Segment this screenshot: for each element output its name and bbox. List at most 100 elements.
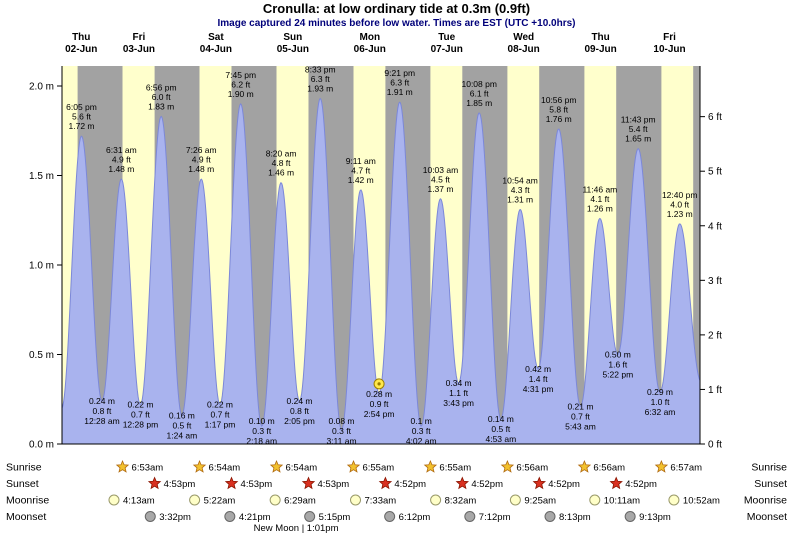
y-right-label: 4 ft [708,221,722,232]
low-tide-label: 0.7 ft [571,411,591,421]
moonrise-icon [350,494,362,506]
sunrise-time: 6:56am [516,463,548,474]
sunset-row-label-left: Sunset [6,478,39,490]
low-tide-label: 0.16 m [169,410,195,420]
low-tide-label: 0.42 m [525,364,551,374]
moonrise-icon [509,494,521,506]
sunset-icon [224,476,239,490]
sunset-icon [147,476,162,490]
y-left-label: 0.5 m [29,350,54,361]
low-tide-label: 0.10 m [249,416,275,426]
sunset-icon [532,476,547,490]
low-tide-label: 0.24 m [287,396,313,406]
sunset-icon [609,476,623,490]
sunrise-icon [654,459,669,473]
moonrise-icon [430,494,442,506]
high-tide-label: 1.48 m [188,164,214,174]
high-tide-label: 6:31 am [106,145,137,155]
day-name-label: Sat [208,32,224,43]
day-date-label: 04-Jun [200,44,232,55]
sunrise-time: 6:56am [593,463,625,474]
moonset-time: 3:32pm [159,512,191,523]
low-tide-label: 1.4 ft [529,374,549,384]
day-date-label: 02-Jun [65,44,97,55]
moonrise-row-label-right: Moonrise [744,495,787,507]
low-tide-label: 12:28 pm [123,420,158,430]
moonrise-icon [269,494,281,506]
moonset-row-label-left: Moonset [6,511,46,523]
moonset-icon [624,511,636,522]
high-tide-label: 8:20 am [266,149,297,159]
high-tide-label: 4.1 ft [590,194,610,204]
low-tide-label: 1:17 pm [205,420,236,430]
low-tide-label: 0.21 m [567,401,593,411]
day-date-label: 09-Jun [584,44,616,55]
high-tide-label: 12:40 pm [662,190,697,200]
sunset-time: 4:52pm [548,479,580,490]
low-tide-label: 0.28 m [366,389,392,399]
moonset-time: 4:21pm [239,512,271,523]
high-tide-label: 1.65 m [625,134,651,144]
high-tide-label: 1.72 m [69,121,95,131]
sunrise-time: 6:53am [132,463,164,474]
low-tide-label: 12:28 am [84,416,119,426]
high-tide-label: 1.93 m [307,84,333,94]
y-right-label: 0 ft [708,440,722,451]
low-tide-label: 0.7 ft [211,410,231,420]
low-tide-label: 4:31 pm [523,384,554,394]
low-tide-label: 0.8 ft [93,406,113,416]
moonrise-time: 5:22am [204,496,236,507]
low-tide-label: 0.34 m [446,378,472,388]
high-tide-label: 6:05 pm [66,102,97,112]
high-tide-label: 5.6 ft [72,112,92,122]
sunrise-icon [423,459,438,473]
moonrise-time: 6:29am [284,496,316,507]
high-tide-label: 9:21 pm [384,68,415,78]
low-tide-label: 0.3 ft [252,426,272,436]
sunrise-icon [500,459,515,473]
moonset-time: 7:12pm [479,512,511,523]
moonrise-icon [668,494,680,506]
high-tide-label: 1.31 m [507,195,533,205]
low-tide-label: 1.0 ft [651,397,671,407]
y-right-label: 5 ft [708,167,722,178]
moonset-icon [464,511,476,522]
y-left-label: 2.0 m [29,82,54,93]
low-tide-label: 1.1 ft [449,388,469,398]
y-right-label: 1 ft [708,385,722,396]
high-tide-label: 4.8 ft [272,158,292,168]
low-tide-label: 1:24 am [167,430,198,440]
low-tide-label: 4:02 am [406,436,437,446]
high-tide-label: 1.23 m [667,209,693,219]
high-tide-label: 4.9 ft [192,155,212,165]
high-tide-label: 1.42 m [348,175,374,185]
moonrise-time: 10:11am [604,496,640,507]
low-tide-label: 0.14 m [488,414,514,424]
low-tide-label: 0.9 ft [370,399,390,409]
moonset-time: 6:12pm [399,512,431,523]
sunset-time: 4:52pm [625,479,657,490]
sunrise-time: 6:55am [439,463,471,474]
new-moon-label: New Moon | 1:01pm [254,523,339,534]
low-tide-label: 5:43 am [565,421,596,431]
low-tide-label: 0.5 ft [491,424,511,434]
high-tide-label: 4.5 ft [431,174,451,184]
moonset-icon [304,511,316,522]
day-name-label: Wed [513,32,534,43]
current-low-water-marker-dot [377,382,381,386]
high-tide-label: 7:45 pm [225,70,256,80]
low-tide-label: 2:18 am [246,436,277,446]
low-tide-label: 0.29 m [647,387,673,397]
day-date-label: 07-Jun [431,44,463,55]
moonrise-icon [189,494,201,506]
high-tide-label: 4.7 ft [351,165,371,175]
high-tide-label: 6.3 ft [390,78,410,88]
y-left-label: 1.5 m [29,171,54,182]
sunrise-time: 6:55am [362,463,394,474]
high-tide-label: 7:26 am [186,145,217,155]
moonrise-icon [108,494,120,506]
moonset-icon [384,511,396,522]
chart-subtitle: Image captured 24 minutes before low wat… [217,18,576,29]
high-tide-label: 1.91 m [387,87,413,97]
